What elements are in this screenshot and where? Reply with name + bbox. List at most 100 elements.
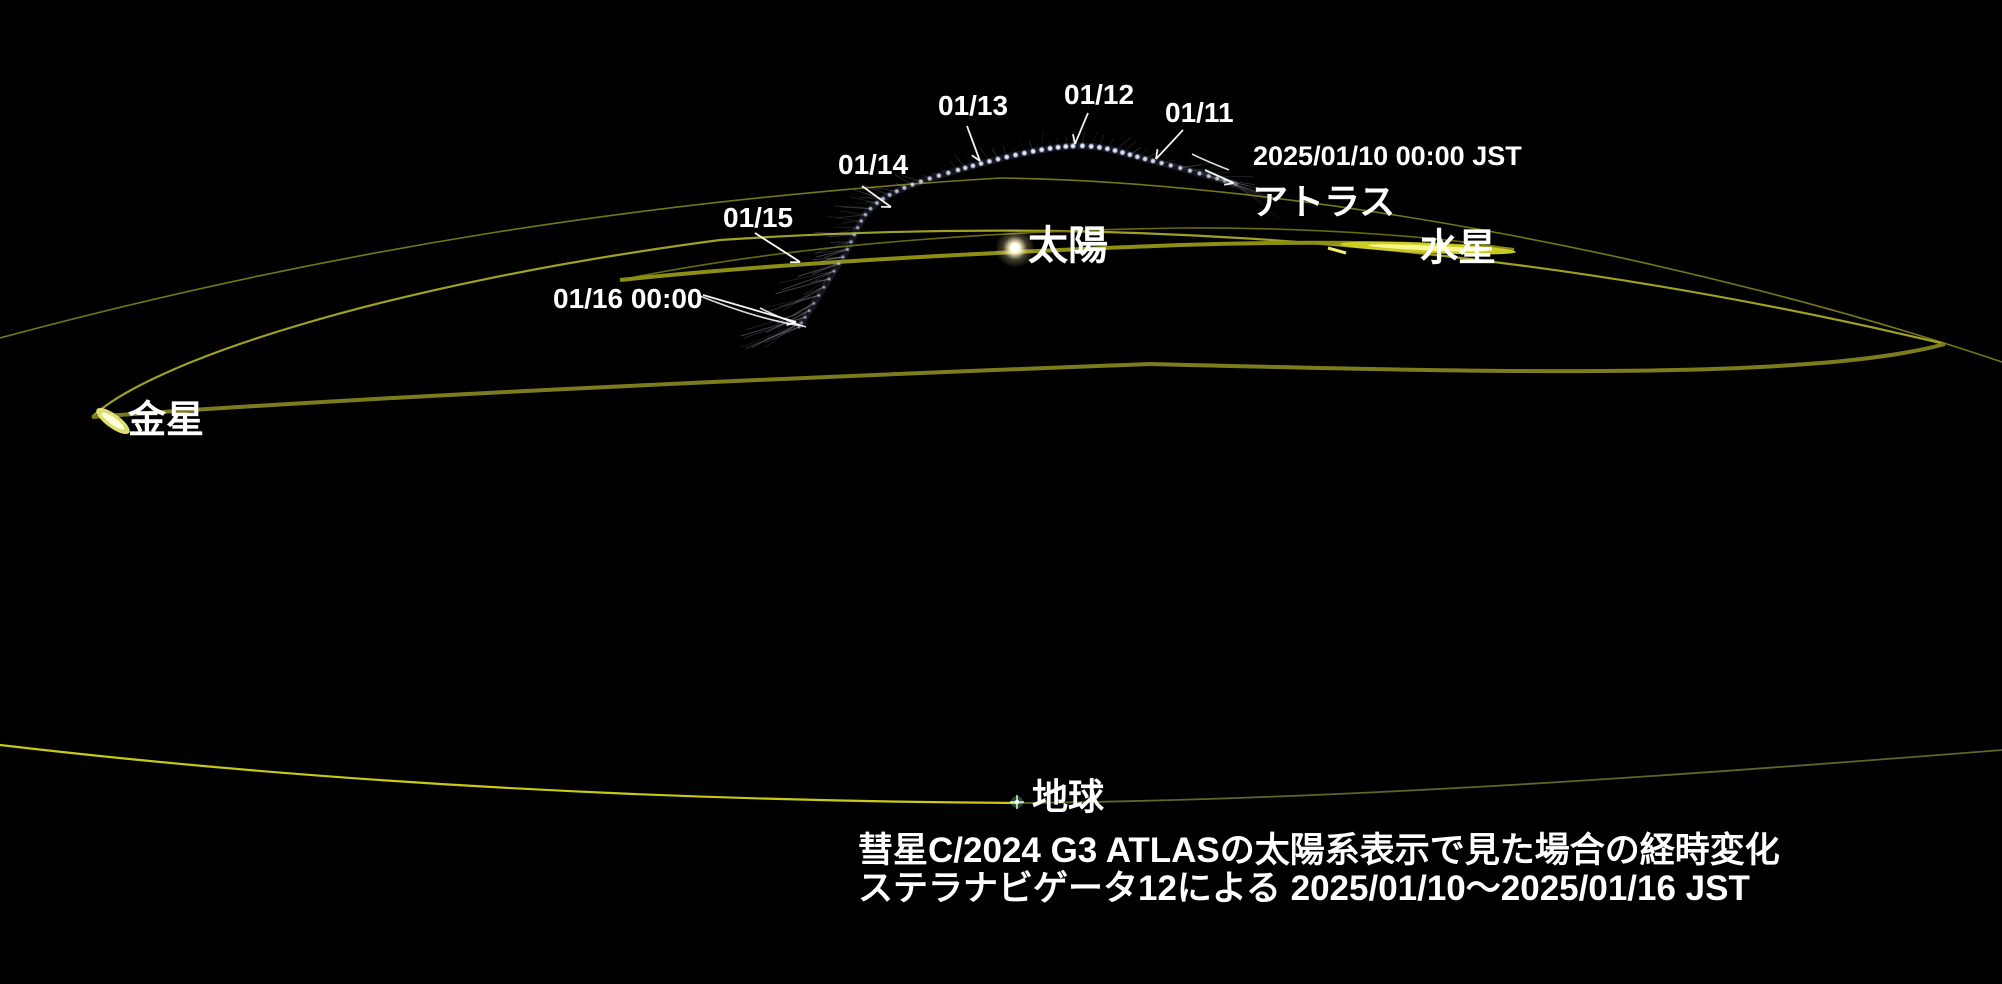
comet-trail-dot xyxy=(1177,165,1184,171)
date-tick xyxy=(1155,129,1184,160)
comet-trail-dot xyxy=(1119,149,1126,156)
comet-tail-streak xyxy=(826,256,844,260)
planet-label-venus: 金星 xyxy=(127,399,204,442)
comet-trail-dot xyxy=(811,301,817,306)
comet-trail-dot xyxy=(926,175,933,182)
comet-trail-dot xyxy=(1012,151,1019,159)
comet-tail-streak xyxy=(740,316,806,337)
date-label: 01/12 xyxy=(1064,79,1134,110)
comet-tail-streak xyxy=(763,294,820,314)
comet-tail-streak xyxy=(744,322,802,350)
comet-trail-dot xyxy=(1233,181,1239,187)
comet-trail-dot xyxy=(852,232,857,238)
orbit-venus-bottom xyxy=(91,342,1946,419)
sun-label: 太陽 xyxy=(1028,224,1108,268)
comet-tail-streak xyxy=(840,206,871,210)
comet-trail-dot xyxy=(986,158,993,165)
comet-tail-streak xyxy=(838,227,858,234)
comet-tail-streak xyxy=(816,248,848,254)
comet-tail-streak xyxy=(764,316,806,349)
comet-tail-streak xyxy=(797,263,839,277)
date-label: 2025/01/10 00:00 JST xyxy=(1253,141,1522,171)
comet-tail-streak xyxy=(1199,171,1229,174)
comet-tail-streak xyxy=(746,310,810,331)
comet-trail-dot xyxy=(1149,157,1157,165)
comet-trail-dot xyxy=(802,315,808,320)
comet-streak-arrow xyxy=(699,295,804,327)
comet-tail-streak xyxy=(901,175,922,183)
comet-trail-dot xyxy=(867,206,874,212)
date-label: 01/15 xyxy=(723,202,793,233)
comet-tail-streak xyxy=(864,185,890,196)
comet-tail-streak xyxy=(743,316,806,339)
date-tick xyxy=(966,125,981,162)
comet-trail-dot xyxy=(1126,151,1134,158)
comet-trail-dot xyxy=(1104,145,1111,153)
comet-trail-dot xyxy=(862,212,868,218)
comet-tail-streak xyxy=(782,286,825,312)
comet-trail-dot xyxy=(901,185,908,191)
comet-trail-dot xyxy=(1038,146,1045,154)
orbit-mercury-far xyxy=(619,227,1513,281)
comet-tail-streak xyxy=(1180,167,1215,175)
comet-tail-streak xyxy=(792,302,815,317)
comet-tail-streak xyxy=(751,322,802,348)
comet-trail-dot xyxy=(1087,143,1095,150)
comet-tail-streak xyxy=(745,326,800,349)
comet-trail-dot xyxy=(1134,153,1141,161)
comet-trail-dot xyxy=(1054,144,1062,151)
comet-trail-dot xyxy=(1079,142,1086,150)
date-label: 01/11 xyxy=(1165,97,1234,128)
sun-marker xyxy=(1010,243,1020,253)
comet-trail-dot xyxy=(799,320,804,325)
comet-trail-dot xyxy=(1205,173,1212,179)
date-tick xyxy=(1204,169,1235,184)
date-tick xyxy=(1074,112,1089,145)
mercury-spark xyxy=(1327,246,1347,255)
date-tick-marks xyxy=(702,112,1235,326)
comet-tail-streak xyxy=(813,241,852,255)
mercury-marker-core xyxy=(1368,244,1488,252)
comet-trail-dot xyxy=(1069,142,1077,150)
comet-trail-dot xyxy=(945,169,952,176)
comet-tail-streak xyxy=(815,270,835,282)
comet-tail-streak xyxy=(847,204,871,210)
planet-label-earth: 地球 xyxy=(1032,776,1105,817)
comet-tail-streak xyxy=(1235,183,1253,195)
date-tick-barb xyxy=(786,321,797,326)
comet-tail-streak xyxy=(836,214,866,219)
comet-trail-dot xyxy=(816,293,822,298)
orbit-earth-far xyxy=(0,177,2002,363)
comet-tail-streak xyxy=(777,302,815,324)
date-tick-barb xyxy=(1223,182,1235,186)
comet-trail-dot xyxy=(1029,148,1037,155)
comet-tail-streak xyxy=(781,270,835,291)
comet-tail-streak xyxy=(823,248,848,259)
comet-trail-dot xyxy=(935,172,942,179)
comet-trail-dot xyxy=(994,155,1002,163)
comet-trail-dot xyxy=(969,162,977,169)
comet-tail-streak xyxy=(775,302,815,325)
comet-tail-streak xyxy=(777,310,810,329)
comet-trail-dot xyxy=(1141,155,1149,163)
comet-tail-streak xyxy=(814,231,855,236)
comet-tail-streak xyxy=(764,326,800,344)
orbit-earth-near-right xyxy=(1016,749,2002,804)
comet-tail-streak xyxy=(1180,162,1210,169)
comet-tail-streak xyxy=(834,241,852,246)
comet-trail-dot xyxy=(917,178,924,185)
date-tick-barb xyxy=(971,154,981,162)
comet-tail-streak xyxy=(816,248,848,258)
comet-trajectory xyxy=(699,131,1280,350)
comet-tail-streak xyxy=(870,186,897,192)
comet-trail-dot xyxy=(886,192,893,198)
comet-tail-streak xyxy=(820,256,844,262)
comet-tail-streak xyxy=(812,256,844,261)
comet-trail-dot xyxy=(1021,149,1028,157)
date-tick xyxy=(861,185,892,208)
comet-tail-streak xyxy=(827,234,855,237)
comet-tail-streak xyxy=(1114,137,1131,151)
comet-streak-arrow xyxy=(1191,153,1230,171)
date-label: 01/16 00:00 xyxy=(553,283,702,314)
comet-trail-dot xyxy=(840,254,846,260)
